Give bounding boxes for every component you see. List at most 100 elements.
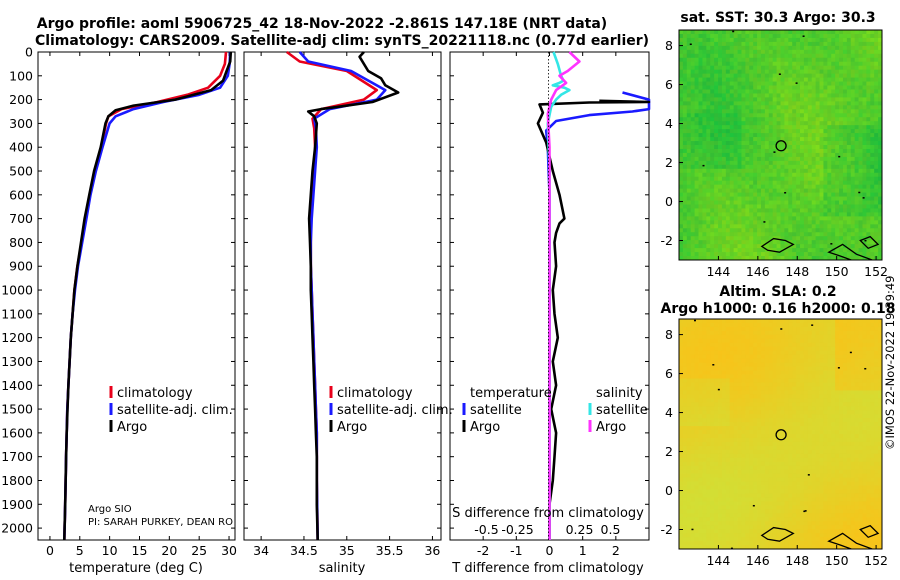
map-cell (760, 148, 766, 154)
map-cell (850, 240, 856, 245)
map-cell (753, 121, 758, 126)
map-cell (710, 256, 715, 260)
map-cell (737, 501, 742, 506)
map-cell (714, 97, 719, 102)
map-cell (792, 160, 797, 166)
map-cell (721, 350, 727, 356)
map-cell (690, 85, 696, 90)
map-cell (803, 184, 809, 190)
map-cell (694, 61, 699, 67)
map-cell (819, 37, 824, 43)
map-cell (780, 244, 785, 249)
map-cell (741, 93, 746, 98)
map-cell (737, 256, 742, 260)
map-cell (714, 57, 719, 63)
map-cell (780, 509, 785, 514)
map-cell (800, 37, 805, 43)
map-cell (733, 121, 738, 126)
map-cell (878, 109, 882, 114)
map-cell (737, 224, 742, 229)
map-cell (792, 204, 797, 209)
map-cell (702, 477, 707, 482)
map-cell (815, 113, 820, 118)
map-cell (733, 220, 738, 225)
map-cell (776, 418, 781, 423)
map-cell (780, 49, 785, 55)
map-cell (760, 521, 766, 526)
map-cell (764, 41, 770, 47)
map-cell (827, 117, 832, 122)
map-cell (842, 61, 848, 67)
map-cell (725, 330, 731, 336)
map-cell (850, 37, 856, 43)
map-cell (679, 485, 684, 490)
map-cell (874, 176, 879, 182)
map-cell (706, 461, 711, 467)
map-cell (745, 204, 750, 209)
map-cell (753, 545, 758, 549)
map-cell (733, 133, 738, 138)
map-cell (807, 172, 813, 178)
map-cell (870, 232, 875, 237)
map-cell (760, 97, 766, 102)
map-cell (792, 93, 797, 98)
map-cell (686, 176, 692, 182)
map-cell (694, 374, 699, 379)
map-cell (776, 441, 781, 447)
map-cell (827, 180, 832, 186)
map-cell (772, 394, 777, 399)
map-cell (686, 121, 692, 126)
map-cell (757, 489, 762, 494)
map-cell (803, 133, 809, 138)
map-cell (745, 545, 750, 549)
map-cell (811, 45, 817, 51)
map-cell (721, 533, 727, 538)
map-cell (737, 378, 742, 383)
map-cell (733, 374, 738, 379)
map-cell (733, 441, 738, 447)
map-cell (823, 89, 828, 94)
map-cell (831, 121, 836, 126)
map-cell (679, 45, 684, 51)
map-cell (753, 57, 758, 63)
map-cell (870, 200, 875, 205)
map-cell (725, 414, 731, 419)
map-cell (733, 541, 738, 546)
map-cell (788, 172, 793, 178)
map-cell (760, 501, 766, 506)
map-cell (741, 358, 746, 364)
map-y-tick-label: 0 (665, 194, 673, 209)
map-cell (788, 160, 793, 166)
map-cell (819, 212, 824, 217)
map-cell (679, 541, 684, 546)
map-cell (753, 212, 758, 217)
map-cell (690, 232, 696, 237)
map-cell (842, 89, 848, 94)
map-cell (710, 129, 715, 134)
map-cell (788, 477, 793, 482)
map-cell (679, 473, 684, 479)
map-cell (749, 441, 754, 447)
map-cell (839, 121, 844, 126)
map-cell (866, 133, 871, 138)
map-cell (690, 473, 696, 479)
map-cell (811, 73, 817, 78)
map-cell (737, 204, 742, 209)
map-cell (753, 517, 758, 522)
map-cell (796, 160, 801, 166)
map-cell (698, 350, 703, 356)
map-cell (729, 366, 735, 371)
map-cell (764, 366, 770, 371)
map-cell (721, 366, 727, 371)
map-cell (831, 240, 836, 245)
map-cell (749, 473, 754, 479)
map-cell (788, 252, 793, 257)
map-cell (694, 398, 699, 403)
map-cell (878, 248, 882, 253)
map-cell (749, 338, 754, 344)
map-cell (776, 517, 781, 522)
map-cell (706, 141, 711, 146)
map-cell (714, 200, 719, 205)
map-cell (854, 41, 859, 47)
map-cell (757, 30, 762, 35)
